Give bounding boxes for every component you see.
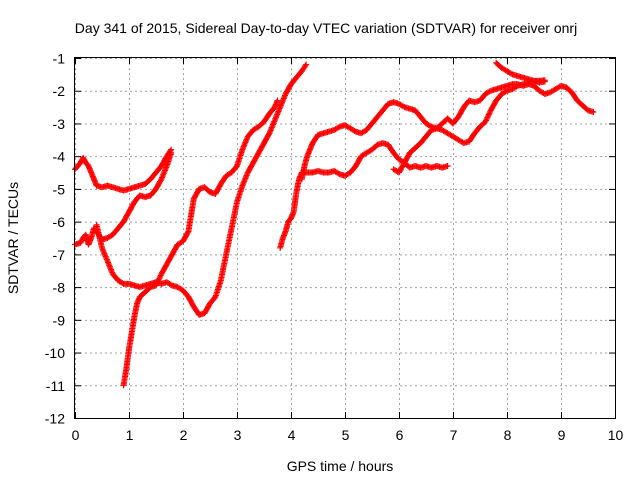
chart-title: Day 341 of 2015, Sidereal Day-to-day VTE… — [75, 20, 577, 36]
y-tick-label: -10 — [45, 345, 65, 361]
data-point — [335, 170, 342, 177]
y-tick-label: -1 — [53, 51, 66, 67]
data-point — [351, 127, 358, 134]
data-point — [486, 88, 493, 95]
data-point — [502, 88, 509, 95]
y-tick-label: -3 — [53, 116, 66, 132]
x-axis-label: GPS time / hours — [287, 458, 394, 474]
x-tick-label: 3 — [234, 427, 242, 443]
x-tick-label: 6 — [396, 427, 404, 443]
plot-frame — [74, 57, 616, 419]
x-tick-label: 10 — [608, 427, 624, 443]
grid — [75, 58, 616, 419]
y-tick-label: -8 — [53, 280, 66, 296]
y-tick-label: -7 — [53, 247, 66, 263]
y-tick-label: -12 — [45, 411, 65, 427]
data-point — [541, 78, 548, 85]
y-tick-label: -2 — [53, 83, 66, 99]
y-tick-label: -9 — [53, 312, 66, 328]
x-tick-label: 4 — [288, 427, 296, 443]
x-tick-label: 9 — [558, 427, 566, 443]
data-point — [508, 70, 515, 77]
x-tick-label: 1 — [126, 427, 134, 443]
y-tick-label: -4 — [53, 149, 66, 165]
data-point — [302, 62, 309, 69]
data-point — [303, 61, 310, 68]
data-point — [167, 281, 174, 288]
data-point — [444, 163, 451, 169]
x-tick-label: 0 — [72, 427, 80, 443]
data-point — [590, 109, 597, 115]
data-point — [265, 131, 272, 138]
x-tick-label: 8 — [504, 427, 512, 443]
data-point — [119, 280, 126, 286]
x-tick-label: 7 — [450, 427, 458, 443]
y-tick-label: -6 — [53, 214, 66, 230]
data-point — [184, 229, 191, 236]
x-tick-label: 5 — [342, 427, 350, 443]
data-point — [427, 122, 434, 129]
y-tick-label: -5 — [53, 181, 66, 197]
data-point — [400, 103, 407, 110]
x-tick-label: 2 — [180, 427, 188, 443]
y-tick-label: -11 — [46, 378, 65, 394]
data-point — [274, 97, 281, 104]
axis-ticks: 0 1 2 3 4 5 6 7 8 9 10 -12 -11 -10 -9 -8 -7 -6 -5 -4 -3 -2 -1 — [45, 51, 624, 444]
data-point — [168, 149, 175, 156]
y-axis-label: SDTVAR / TECUs — [5, 182, 21, 294]
data-point — [157, 177, 164, 184]
data-points — [72, 59, 597, 389]
data-point — [335, 124, 342, 131]
